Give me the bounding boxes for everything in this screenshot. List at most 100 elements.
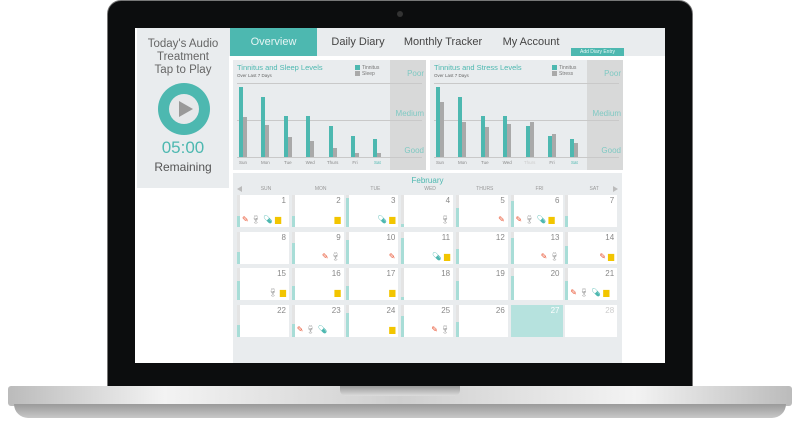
calendar-day[interactable]: 23 ✎ 🍷︎ 💊︎ — [291, 304, 344, 337]
calendar-day[interactable]: 10 ✎ — [346, 231, 399, 264]
level-track — [565, 195, 569, 227]
cup-icon: ▆ — [548, 215, 555, 224]
y-label-good: Good — [601, 146, 621, 155]
cup-icon: ▆ — [334, 288, 341, 297]
chart-title: Tinnitus and Sleep Levels — [237, 63, 323, 72]
tinnitus-level-bar — [291, 242, 295, 264]
cup-icon: ▆ — [608, 251, 615, 261]
y-label-poor: Poor — [604, 69, 621, 78]
bar-sleep-fri — [355, 152, 359, 157]
day-number: 10 — [386, 232, 396, 242]
day-number: 4 — [445, 196, 451, 205]
calendar-day[interactable]: 1 ✎ 🍷︎ 💊︎ ▆ — [237, 195, 289, 227]
calendar-day[interactable]: 13 ✎ 🍷︎ — [510, 231, 563, 264]
legend-label: Tinnitus — [559, 65, 577, 71]
bar-tinnitus-sun — [436, 87, 440, 157]
level-track — [291, 304, 295, 337]
legend-label: Sleep — [362, 71, 375, 77]
pencil-icon: ✎ — [599, 251, 607, 261]
day-icons: ✎ 🍷︎ — [297, 252, 341, 262]
calendar-day[interactable]: 25 ✎ 🍷︎ — [401, 304, 454, 337]
calendar-day[interactable]: 3 💊︎ ▆ — [346, 195, 399, 227]
calendar-day[interactable]: 11 💊︎ ▆ — [401, 231, 454, 264]
y-label-poor: Poor — [407, 69, 424, 78]
day-icons: ✎ 🍷︎ 💊︎ ▆ — [242, 215, 286, 225]
prev-month-arrow-icon[interactable] — [237, 186, 242, 192]
calendar-day[interactable]: 22 — [237, 304, 289, 337]
cup-icon: ▆ — [389, 215, 396, 224]
level-track — [291, 268, 295, 300]
weekday-header: THURS — [476, 186, 494, 192]
calendar-day[interactable]: 18 — [401, 268, 454, 300]
day-number: 28 — [605, 305, 615, 315]
tinnitus-level-bar — [510, 237, 514, 264]
day-number: 23 — [331, 305, 341, 315]
wine-glass-icon: 🍷︎ — [549, 251, 560, 261]
tab-daily-diary[interactable]: Daily Diary — [331, 36, 385, 48]
tap-to-play-label: Tap to Play — [154, 64, 212, 76]
x-tick-label: Tue — [284, 160, 292, 165]
calendar-day[interactable]: 20 — [510, 268, 563, 300]
calendar-day[interactable]: 14 ✎ ▆ — [565, 231, 618, 264]
calendar-day[interactable]: 2 ▆ — [291, 195, 344, 227]
calendar-day[interactable]: 19 — [455, 268, 508, 300]
day-icons: ✎ — [461, 215, 505, 225]
bar-sleep-sat — [377, 152, 382, 157]
calendar-day[interactable]: 28 — [565, 304, 618, 337]
bar-sleep-tue — [287, 137, 292, 157]
level-band — [587, 60, 623, 170]
next-month-arrow-icon[interactable] — [613, 186, 618, 192]
calendar-day[interactable]: 24 ▆ — [346, 304, 399, 337]
calendar-day[interactable]: 16 ▆ — [291, 268, 344, 300]
level-track — [401, 268, 405, 300]
calendar-day[interactable]: 9 ✎ 🍷︎ — [291, 231, 344, 264]
legend-item: Tinnitus — [355, 65, 379, 71]
calendar-day[interactable]: 8 — [237, 231, 289, 264]
bar-tinnitus-mon — [458, 97, 463, 157]
play-button[interactable] — [158, 83, 210, 135]
tab-overview[interactable]: Overview — [230, 28, 317, 56]
day-number: 5 — [500, 196, 505, 205]
tab-my-account[interactable]: My Account — [502, 36, 560, 48]
tinnitus-level-bar — [237, 215, 240, 227]
audio-treatment-panel[interactable]: Today's Audio Treatment Tap to Play 05:0… — [137, 28, 229, 188]
day-number: 1 — [281, 196, 286, 205]
chart-title: Tinnitus and Stress Levels — [434, 63, 522, 72]
calendar-day[interactable]: 17 ▆ — [346, 268, 399, 300]
legend-swatch — [355, 65, 360, 70]
calendar-day[interactable]: 27 — [510, 304, 563, 337]
day-number: 21 — [605, 269, 615, 278]
x-tick-label: Mon — [458, 160, 467, 165]
calendar-day[interactable]: 7 — [565, 195, 618, 227]
tinnitus-level-bar — [346, 285, 350, 300]
day-icons: ✎ ▆ — [570, 252, 614, 262]
day-number: 15 — [277, 269, 286, 278]
tinnitus-level-bar — [401, 315, 405, 337]
calendar-day[interactable]: 26 — [455, 304, 508, 337]
tinnitus-level-bar — [565, 215, 569, 227]
calendar-day[interactable]: 15 🍷︎ ▆ — [237, 268, 289, 300]
day-number: 2 — [336, 196, 341, 205]
add-diary-entry-button[interactable]: Add Diary Entry — [571, 48, 624, 56]
bar-sleep-mon — [265, 125, 270, 157]
tinnitus-level-bar — [291, 285, 295, 300]
bar-tinnitus-sat — [570, 139, 575, 157]
tab-monthly-tracker[interactable]: Monthly Tracker — [403, 36, 483, 48]
y-label-good: Good — [404, 146, 424, 155]
tinnitus-level-bar — [291, 215, 295, 227]
calendar-day[interactable]: 6 ✎ 🍷︎ 💊︎ ▆ — [510, 195, 563, 227]
x-tick-label: Fri — [549, 160, 555, 165]
calendar-day[interactable]: 21 ✎ 🍷︎ 💊︎ ▆ — [565, 268, 618, 300]
calendar-month: February — [411, 176, 444, 185]
day-number: 19 — [495, 269, 505, 278]
x-tick-label: Sat — [374, 160, 381, 165]
tinnitus-level-bar — [510, 201, 514, 227]
calendar-day[interactable]: 4 🍷︎ — [401, 195, 454, 227]
calendar-day[interactable]: 5 ✎ — [455, 195, 508, 227]
calendar-day[interactable]: 12 — [455, 231, 508, 264]
cup-icon: ▆ — [389, 288, 396, 297]
legend-label: Tinnitus — [362, 65, 380, 71]
x-tick-label: Wed — [305, 160, 315, 165]
camera — [397, 11, 403, 17]
bar-stress-mon — [462, 122, 467, 157]
